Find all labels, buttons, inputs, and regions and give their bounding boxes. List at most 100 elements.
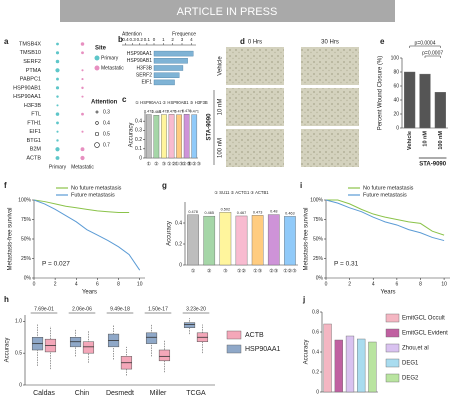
y-tick-label: 0.4: [175, 220, 182, 226]
y-tick-label: 0.2: [175, 241, 182, 247]
annotation: P = 0.027: [42, 261, 70, 268]
x2-tick-label: 3: [181, 37, 184, 42]
y-tick-label: 50%: [313, 236, 324, 242]
x-tick-label: 4: [75, 281, 78, 287]
y-tick-label: 75%: [21, 217, 32, 223]
bar: [191, 114, 198, 159]
y-tick-label: 0: [179, 262, 182, 268]
y-tick-label: 0.4: [312, 349, 319, 355]
y-tick-label: 75%: [313, 217, 324, 223]
group-label: STA-9090: [207, 113, 213, 141]
legend-label: Metastatic: [101, 65, 124, 71]
legend-marker: [94, 55, 100, 61]
annotation: p=0.0004: [415, 40, 436, 46]
legend-label: EmitGCL Occult: [402, 316, 445, 322]
y-tick-label: 0.1: [135, 146, 142, 152]
dot: [55, 86, 60, 90]
x-tick-label: 6: [96, 281, 99, 287]
row-label: EIF1: [29, 129, 41, 135]
dot: [80, 155, 85, 161]
bar: [284, 216, 296, 266]
x-tick-label: ②: [154, 161, 159, 167]
size-legend-label: 0.3: [103, 109, 110, 115]
y-tick-label: 0: [139, 155, 142, 161]
panel-label: e: [380, 37, 385, 46]
panel-label: f: [4, 181, 7, 190]
panel-label: h: [4, 295, 9, 304]
bar: [203, 215, 216, 266]
micrograph: [226, 129, 284, 167]
dot: [81, 78, 84, 81]
x-tick-label: 8: [117, 281, 120, 287]
data-label: 0.472: [144, 110, 154, 114]
x-tick-label: ①③: [175, 161, 184, 167]
data-label: 0.471: [189, 110, 199, 114]
x-tick-label: ①②: [237, 268, 246, 274]
y-axis-label: Metastasis-free survival: [304, 207, 310, 270]
category-label: HSP90AA1: [127, 51, 153, 57]
annotation: 1.50e-17: [148, 306, 168, 312]
x-tick-label: 0.4: [122, 37, 129, 42]
bar: [145, 114, 152, 159]
legend-label: Future metastasis: [363, 192, 407, 198]
y-tick-label: 0%: [316, 275, 324, 281]
y-tick-label: 0.3: [135, 128, 142, 134]
micrograph: [301, 88, 359, 126]
x-tick-label: Miller: [150, 390, 167, 397]
y-tick-label: 0.6: [312, 329, 319, 335]
legend-swatch: [385, 328, 400, 338]
dot: [80, 147, 85, 152]
row-label: BTG1: [27, 138, 41, 144]
x-axis-label: Years: [82, 290, 97, 296]
dot: [55, 51, 60, 55]
data-label: 0.478: [188, 210, 198, 214]
x-tick-label: ③: [162, 161, 167, 167]
banner-title: ARTICLE IN PRESS: [177, 6, 278, 18]
y-tick-label: 0: [19, 382, 22, 388]
micrograph: [301, 47, 359, 85]
y-tick-label: 0.2: [312, 369, 319, 375]
row-label: PABPC1: [20, 77, 41, 83]
data-label: 0.476: [182, 109, 192, 113]
bar: [334, 339, 343, 393]
data-label: 0.471: [174, 110, 184, 114]
x-tick-label: 8: [419, 281, 422, 287]
bar: [267, 214, 280, 266]
y-tick-label: 0.5: [15, 351, 22, 357]
x-tick-label: ①②③: [283, 268, 297, 274]
bar: [323, 323, 332, 393]
y-tick-label: 25%: [313, 256, 324, 262]
legend-swatch: [226, 330, 242, 340]
x-tick-label: ②③: [182, 161, 191, 167]
y-tick-label: 25%: [21, 256, 32, 262]
y-tick-label: 40: [393, 97, 399, 103]
dot: [55, 112, 60, 116]
legend-swatch: [385, 358, 400, 368]
bar: [161, 114, 167, 159]
dot: [56, 77, 59, 81]
dot: [56, 42, 59, 46]
data-label: 0.473: [253, 210, 263, 214]
row-label: Vehicle: [218, 56, 224, 76]
bar: [404, 71, 416, 129]
y-axis-label: Accuracy: [5, 338, 11, 363]
y-tick-label: 80: [393, 69, 399, 75]
bar: [251, 215, 264, 266]
size-legend-label: 0.7: [103, 142, 110, 148]
y-tick-label: 20: [393, 111, 399, 117]
panel-d: d 0 Hrs 30 Hrs Vehicle 10 nM 100 nM STA-…: [207, 37, 359, 167]
category-label: HSP90AB1: [127, 58, 153, 64]
survival-curve: [325, 199, 445, 242]
x-tick-label: 0: [153, 37, 156, 42]
dot: [81, 112, 84, 116]
y-tick-label: 0: [316, 389, 319, 395]
dot: [55, 59, 60, 64]
bar: [183, 114, 190, 159]
y-axis-label: Accuracy: [304, 340, 310, 365]
annotation: 2.06e-06: [72, 306, 92, 312]
bar: [153, 58, 188, 64]
survival-curve: [33, 199, 130, 213]
micrograph: [226, 88, 284, 126]
legend-title: Site: [95, 46, 107, 52]
